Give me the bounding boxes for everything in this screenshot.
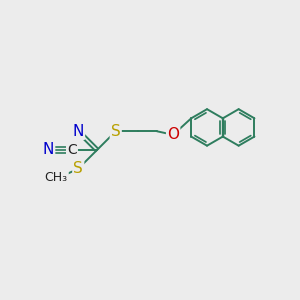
Text: N: N xyxy=(73,124,84,139)
Text: S: S xyxy=(111,124,121,139)
Text: O: O xyxy=(167,127,179,142)
Text: S: S xyxy=(74,161,83,176)
Text: CH₃: CH₃ xyxy=(45,171,68,184)
Text: C: C xyxy=(67,143,77,157)
Text: N: N xyxy=(43,142,54,158)
